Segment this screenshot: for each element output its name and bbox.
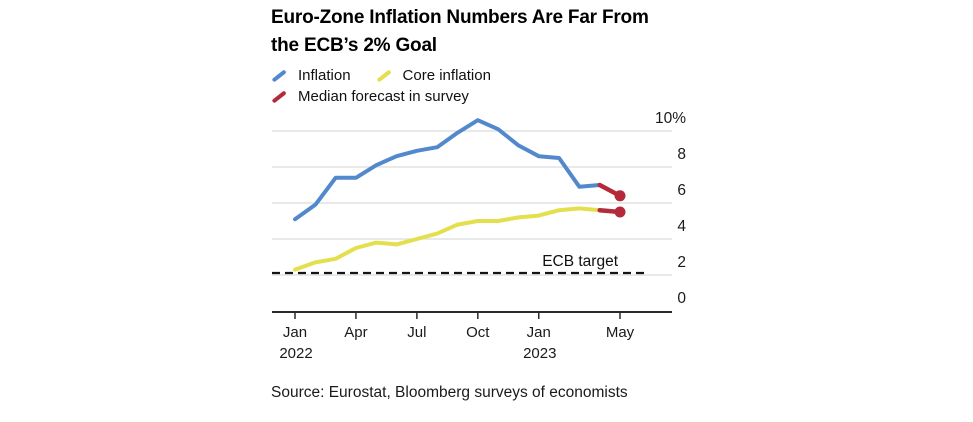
x-axis-year-label: 2023	[523, 345, 556, 362]
legend-label-median-forecast: Median forecast in survey	[298, 88, 469, 105]
chart-title-line2: the ECB’s 2% Goal	[271, 35, 437, 56]
inflation-line	[293, 118, 602, 222]
x-axis-label: Jul	[407, 324, 426, 341]
chart-title: Euro-Zone Inflation Numbers Are Far From…	[271, 4, 649, 60]
legend-item-median-forecast: Median forecast in survey	[270, 88, 469, 105]
y-axis-label-2: 2	[677, 254, 686, 271]
chart-legend: Inflation Core inflation Median forecast…	[270, 65, 515, 107]
y-axis-label-0: 0	[677, 290, 686, 307]
legend-label-core-inflation: Core inflation	[402, 67, 491, 84]
x-axis-label: Oct	[466, 324, 490, 341]
x-axis-label: May	[606, 324, 635, 341]
y-axis-label-4: 4	[677, 218, 686, 235]
x-axis-year-label: 2022	[279, 345, 312, 362]
legend-row-2: Median forecast in survey	[270, 86, 515, 107]
legend-item-core-inflation: Core inflation	[375, 67, 491, 84]
forecast-dot-core	[614, 206, 626, 218]
chart-title-line1: Euro-Zone Inflation Numbers Are Far From	[271, 7, 649, 28]
x-axis-label: Apr	[344, 324, 367, 341]
legend-item-inflation: Inflation	[270, 67, 351, 84]
core-inflation-line	[293, 206, 602, 272]
source-credit: Source: Eurostat, Bloomberg surveys of e…	[271, 384, 628, 401]
x-axis-label: Jan	[527, 324, 551, 341]
y-axis-label-6: 6	[677, 182, 686, 199]
ecb-target-annotation: ECB target	[542, 253, 618, 270]
legend-label-inflation: Inflation	[298, 67, 351, 84]
forecast-dot-inflation	[614, 190, 626, 202]
legend-row-1: Inflation Core inflation	[270, 65, 515, 86]
x-axis-label: Jan	[283, 324, 307, 341]
y-axis-label-8: 8	[677, 146, 686, 163]
y-axis-label-10: 10%	[655, 110, 686, 127]
